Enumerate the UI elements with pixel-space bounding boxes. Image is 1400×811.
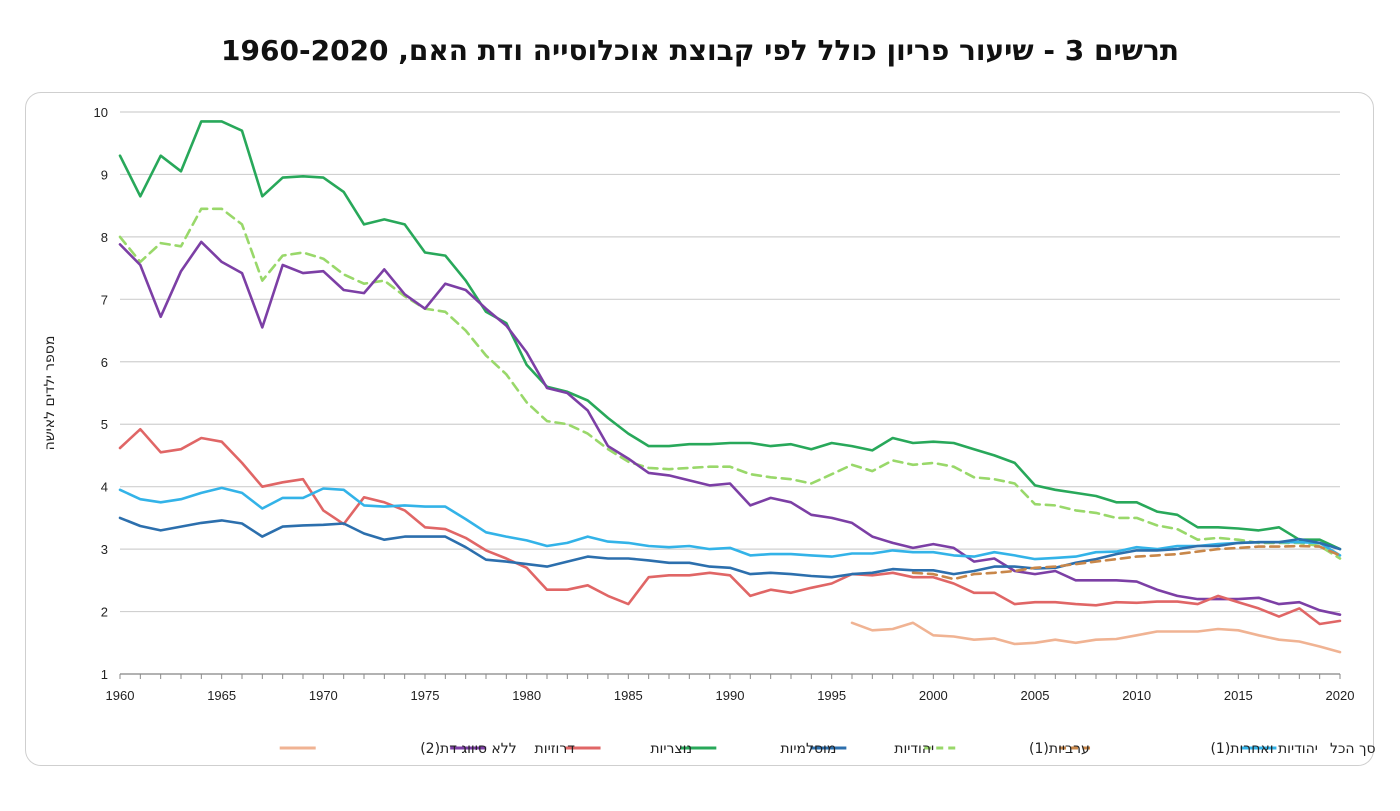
legend-label: דרוזיות [535,741,576,757]
series-line [118,516,1342,579]
x-tick-label: 2020 [1326,688,1355,703]
chart-title: תרשים 3 - שיעור פריון כולל לפי קבוצת אוכ… [221,34,1179,67]
x-tick-label: 1995 [817,688,846,703]
x-tick-label: 1970 [309,688,338,703]
x-tick-label: 1980 [512,688,541,703]
y-tick-label: 8 [101,230,108,245]
x-tick-label: 1985 [614,688,643,703]
series-line [118,207,1342,560]
legend-label: נוצריות [650,741,692,757]
x-tick-label: 2005 [1021,688,1050,703]
x-tick-label: 2000 [919,688,948,703]
legend: סך הכל יהודיות ואחרות(1) ערביות(1) יהודיות מ… [279,741,1376,757]
legend-label: יהודיות ואחרות(1) [1210,741,1317,757]
y-tick-label: 9 [101,167,108,182]
y-tick-label: 5 [101,417,108,432]
x-tick-label: 1975 [411,688,440,703]
series-line [118,240,1342,617]
legend-label: ללא סיווג דת(2) [420,741,516,757]
y-tick-label: 10 [94,105,108,120]
x-tick-label: 1960 [106,688,135,703]
x-tick-label: 2015 [1224,688,1253,703]
series-line [850,621,1342,654]
legend-label: ערביות(1) [1029,741,1090,757]
chart-frame [25,92,1374,766]
y-tick-label: 4 [101,480,108,495]
series-line [118,427,1342,626]
y-tick-label: 3 [101,542,108,557]
y-axis-label: מספר ילדים לאישה [42,336,58,451]
y-tick-label: 7 [101,292,108,307]
series-line [118,120,1342,551]
x-tick-label: 1990 [716,688,745,703]
y-tick-label: 2 [101,605,108,620]
legend-label: סך הכל [1330,741,1376,757]
legend-label: יהודיות [894,741,934,757]
legend-label: מוסלמיות [780,741,836,757]
series-line [911,544,1342,581]
series-line [118,486,1342,561]
y-tick-label: 6 [101,355,108,370]
x-tick-label: 1965 [207,688,236,703]
x-tick-label: 2010 [1122,688,1151,703]
y-tick-label: 1 [101,667,108,682]
